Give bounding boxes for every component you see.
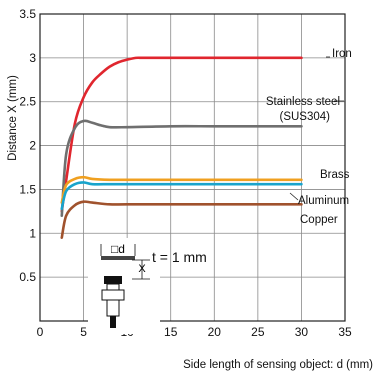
sensor-diagram: □d X (88, 238, 160, 334)
x-tick-labels: 05101520253035 (37, 325, 352, 339)
sensor-thread (106, 299, 120, 317)
series-labels: Iron Stainless steel (SUS304) Brass Aluminum… (266, 48, 352, 226)
series-label: Stainless steel (266, 96, 340, 108)
y-tick-labels: 0.5 1 1.5 2 2.5 3 3.5 (19, 7, 36, 284)
y-tick-label: 0.5 (19, 270, 36, 284)
y-tick-label: 1 (29, 226, 36, 240)
y-tick-label: 2.5 (19, 95, 36, 109)
x-tick-label: 20 (208, 325, 222, 339)
x-tick-label: 15 (164, 325, 178, 339)
series-line-copper (60, 200, 303, 239)
series-line-iron (60, 56, 303, 213)
plot-frame (39, 13, 346, 322)
x-tick-label: 25 (251, 325, 265, 339)
sensor-cable (110, 316, 116, 328)
y-tick-label: 1.5 (19, 182, 36, 196)
series-label: Copper (300, 214, 338, 226)
sensing-object-plate (101, 256, 135, 260)
label-leader (289, 192, 299, 201)
x-label: X (138, 263, 146, 275)
series-line-stainless-steel (60, 119, 303, 218)
x-tick-label: 5 (80, 325, 87, 339)
thickness-note: t = 1 mm (152, 249, 207, 265)
series-label-sub: (SUS304) (280, 111, 331, 123)
y-tick-label: 3 (29, 51, 36, 65)
y-axis-title: Distance X (mm) (7, 75, 19, 161)
sensor-body (106, 283, 120, 291)
series-label: Iron (332, 48, 352, 60)
x-tick-label: 35 (338, 325, 352, 339)
sensor-head (104, 276, 122, 284)
x-tick-label: 0 (37, 325, 44, 339)
series-label: Aluminum (298, 195, 349, 207)
sensor-nut (101, 289, 125, 301)
y-tick-label: 2 (29, 139, 36, 153)
diagram-bg (88, 238, 160, 334)
series-line-brass (60, 175, 303, 204)
grid (40, 14, 345, 321)
series-line-aluminum (60, 181, 303, 211)
series-label: Brass (320, 169, 350, 181)
d-label: □d (111, 242, 125, 256)
x-tick-label: 30 (295, 325, 309, 339)
x-axis-title: Side length of sensing object: d (mm) (183, 359, 373, 371)
y-tick-label: 3.5 (19, 7, 36, 21)
series-lines (60, 56, 303, 239)
